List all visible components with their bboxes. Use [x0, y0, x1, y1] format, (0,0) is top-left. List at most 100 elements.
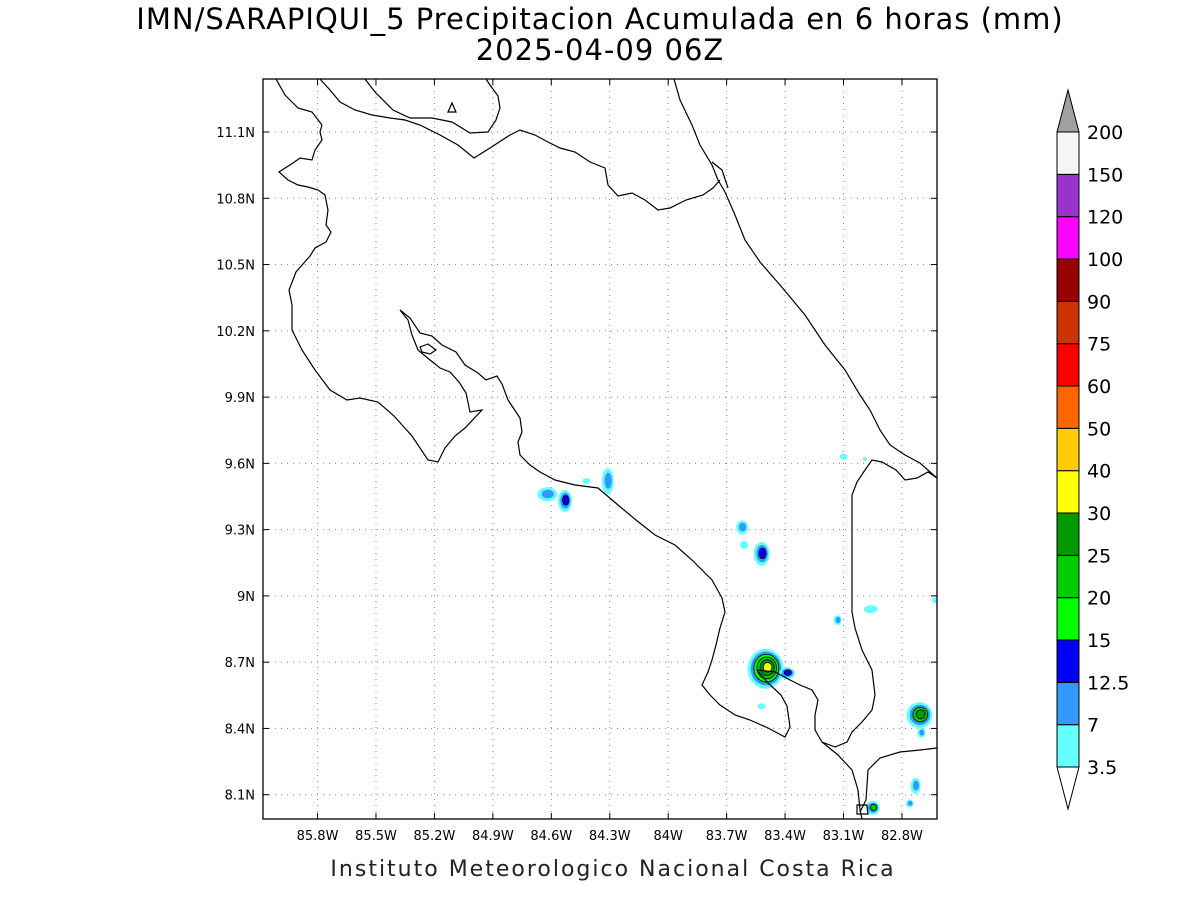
precip-contour — [738, 522, 747, 532]
colorbar-segment — [1056, 216, 1080, 260]
colorbar-segment — [1056, 385, 1080, 429]
colorbar-label: 20 — [1087, 588, 1111, 610]
cell-perez-zeledon — [833, 615, 842, 626]
lat-tick-label: 8.1N — [225, 789, 255, 804]
precip-contour — [863, 605, 878, 614]
lat-tick-label: 8.7N — [225, 656, 255, 671]
lon-tick-label: 83.7W — [706, 829, 748, 844]
colorbar-segment — [1056, 173, 1080, 218]
lat-tick-label: 9.9N — [225, 391, 255, 406]
colorbar-label: 7 — [1087, 715, 1099, 737]
colorbar-segment — [1056, 724, 1080, 768]
map-title: IMN/SARAPIQUI_5 Precipitacion Acumulada … — [136, 2, 1064, 36]
colorbar-segment — [1056, 681, 1080, 726]
precip-contour — [907, 800, 913, 806]
precip-contour — [582, 478, 591, 485]
cell-nicoya-north — [537, 487, 558, 502]
colorbar-label: 30 — [1087, 503, 1111, 525]
colorbar-label: 40 — [1087, 461, 1111, 483]
lat-lon-grid — [263, 79, 937, 819]
lat-tick-label: 8.4N — [225, 722, 255, 737]
lat-tick-label: 9N — [237, 590, 255, 605]
colorbar-label: 200 — [1087, 122, 1123, 144]
lon-tick-label: 84.9W — [472, 829, 514, 844]
precip-contour — [562, 495, 570, 506]
colorbar-segment — [1056, 343, 1080, 387]
colorbar-segment — [1056, 300, 1080, 345]
colorbar-segment — [1056, 258, 1080, 302]
precip-contour — [919, 729, 925, 736]
precip-contour — [758, 547, 767, 560]
cell-punta-burica — [865, 800, 880, 815]
precip-contour — [757, 703, 766, 710]
colorbar-label: 3.5 — [1087, 757, 1117, 779]
latitude-tick-labels: 11.1N 10.8N 10.5N 10.2N 9.9N 9.6N 9.3N 9N 8.7N 8.… — [216, 126, 255, 804]
lon-tick-label: 85.8W — [297, 829, 339, 844]
colorbar-over-arrow — [1056, 88, 1080, 133]
colorbar-segment — [1056, 597, 1080, 641]
colorbar-segment — [1056, 131, 1080, 175]
cell-limon-2 — [862, 456, 867, 461]
precip-contour — [835, 616, 841, 623]
colorbar-segment — [1056, 639, 1080, 683]
cell-burica — [910, 777, 921, 794]
coastline-borders — [275, 79, 937, 819]
lat-tick-label: 10.5N — [216, 259, 255, 274]
cell-edge-east — [932, 597, 937, 604]
colorbar: 3.5 7 12.5 15 20 25 30 40 50 60 75 90 100 120 150 200 — [1056, 88, 1129, 811]
precip-contour — [762, 662, 773, 673]
precip-contour — [915, 709, 926, 720]
precip-contour — [932, 597, 937, 604]
lon-tick-label: 83.4W — [764, 829, 806, 844]
precip-contour — [912, 780, 920, 791]
cell-dominical-1 — [736, 520, 749, 535]
colorbar-label: 15 — [1087, 630, 1111, 652]
lat-tick-label: 11.1N — [216, 126, 255, 141]
precip-contour — [604, 472, 612, 489]
precip-contour — [839, 453, 848, 460]
cell-osa-east — [779, 667, 796, 680]
lon-tick-label: 84W — [653, 829, 683, 844]
colorbar-label: 120 — [1087, 207, 1123, 229]
cell-burica-2 — [905, 799, 914, 808]
cell-limon — [839, 453, 848, 460]
cell-coast-small — [582, 478, 591, 485]
precipitation-cells — [537, 453, 937, 815]
colorbar-label: 25 — [1087, 545, 1111, 567]
cell-osa-main — [747, 648, 784, 689]
map-datetime: 2025-04-09 06Z — [475, 33, 725, 67]
colorbar-under-arrow — [1056, 766, 1080, 811]
cell-border-south — [917, 727, 926, 738]
cell-dominical-3 — [753, 541, 770, 566]
lat-tick-label: 9.6N — [225, 457, 255, 472]
cell-panama-border — [906, 702, 933, 729]
lon-tick-label: 82.8W — [881, 829, 923, 844]
precip-contour — [740, 541, 749, 550]
colorbar-segment — [1056, 554, 1080, 599]
lat-tick-label: 10.2N — [216, 325, 255, 340]
lon-tick-label: 84.3W — [589, 829, 631, 844]
colorbar-label: 12.5 — [1087, 672, 1129, 694]
lon-tick-label: 83.1W — [823, 829, 865, 844]
precip-contour — [862, 456, 867, 461]
colorbar-label: 100 — [1087, 249, 1123, 271]
cell-nicoya-center — [557, 489, 572, 512]
map-frame — [262, 78, 938, 820]
colorbar-label: 50 — [1087, 418, 1111, 440]
colorbar-label: 60 — [1087, 376, 1111, 398]
lon-tick-label: 84.6W — [530, 829, 572, 844]
cell-central-south — [863, 605, 878, 614]
lon-tick-label: 85.2W — [414, 829, 456, 844]
cell-dominical-2 — [740, 541, 749, 550]
colorbar-segment — [1056, 470, 1080, 514]
colorbar-label: 90 — [1087, 291, 1111, 313]
longitude-tick-labels: 85.8W 85.5W 85.2W 84.9W 84.6W 84.3W 84W 83.7W 83… — [297, 829, 923, 844]
colorbar-segment — [1056, 427, 1080, 472]
cell-osa-south — [757, 703, 766, 710]
lat-tick-label: 10.8N — [216, 192, 255, 207]
lon-tick-label: 85.5W — [355, 829, 397, 844]
credit-text: Instituto Meteorologico Nacional Costa R… — [330, 857, 896, 882]
cell-puntarenas — [601, 468, 614, 495]
lat-tick-label: 9.3N — [225, 524, 255, 539]
